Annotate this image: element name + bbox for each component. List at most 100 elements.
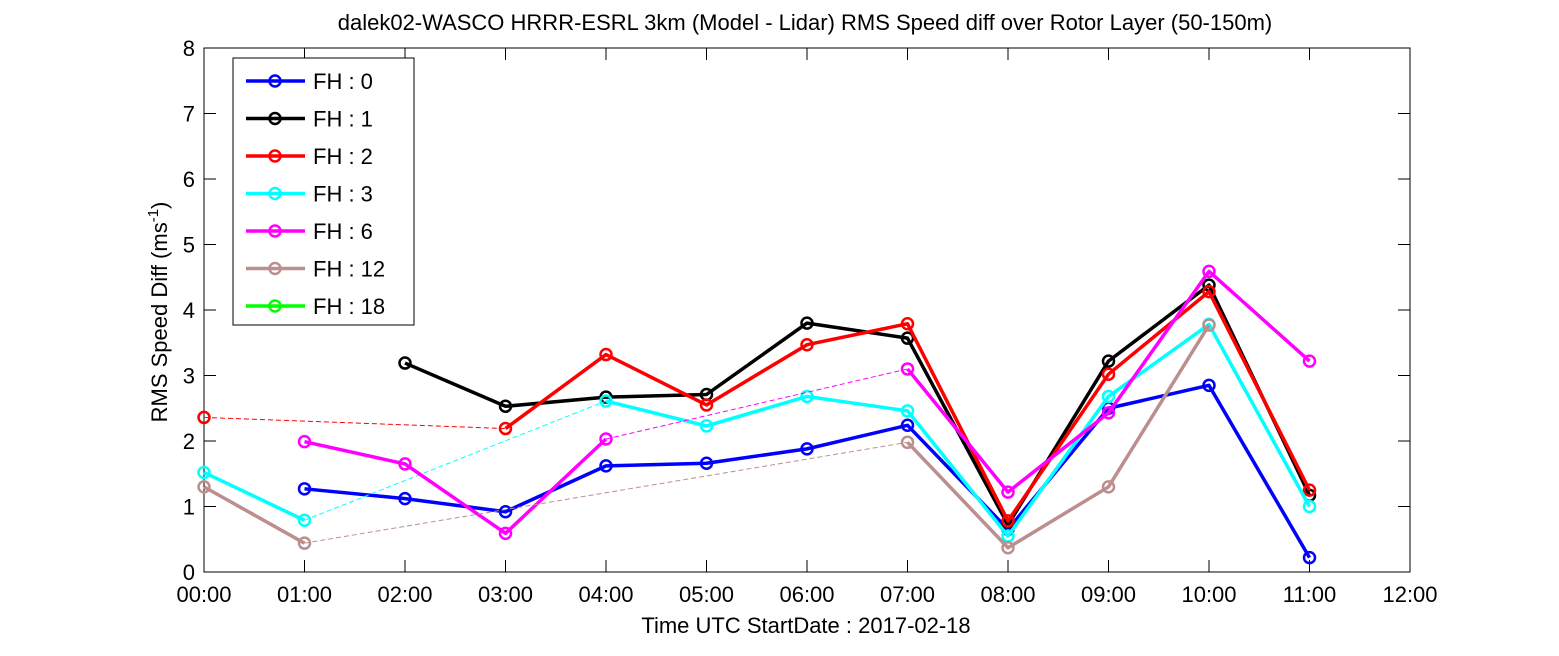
series-line <box>203 485 306 545</box>
legend-item: FH : 0 <box>246 69 373 94</box>
data-point <box>1101 389 1116 404</box>
legend-marker <box>268 299 282 313</box>
plot-series <box>197 264 1317 565</box>
legend-label: FH : 12 <box>313 257 385 282</box>
data-point <box>900 418 915 433</box>
legend-marker <box>268 74 282 88</box>
x-tick-label: 04:00 <box>578 582 633 607</box>
series-line <box>404 283 1312 527</box>
x-tick-label: 05:00 <box>679 582 734 607</box>
series-0 <box>297 378 1317 565</box>
data-point <box>599 432 613 446</box>
x-tick-label: 02:00 <box>377 582 432 607</box>
data-point <box>599 394 613 408</box>
x-tick-label: 08:00 <box>980 582 1035 607</box>
data-point <box>1202 284 1216 299</box>
data-point <box>1001 485 1015 499</box>
series-gap-line <box>605 368 908 440</box>
data-point <box>1302 550 1317 565</box>
x-tick-label: 12:00 <box>1382 582 1437 607</box>
legend-item: FH : 6 <box>246 219 373 244</box>
x-tick-label: 07:00 <box>880 582 935 607</box>
legend-label: FH : 3 <box>313 182 373 207</box>
series-line <box>203 470 306 522</box>
x-tick-label: 09:00 <box>1081 582 1136 607</box>
data-point <box>1202 318 1216 332</box>
y-tick-label: 7 <box>183 102 195 127</box>
series-3 <box>197 317 1317 543</box>
legend-item: FH : 1 <box>246 107 373 132</box>
legend-item: FH : 2 <box>246 144 373 169</box>
data-point <box>599 459 613 473</box>
data-point <box>1101 406 1116 420</box>
data-point <box>398 457 412 471</box>
x-tick-label: 11:00 <box>1283 582 1336 607</box>
data-point <box>1101 354 1116 368</box>
chart-title: dalek02-WASCO HRRR-ESRL 3km (Model - Lid… <box>338 10 1273 35</box>
data-point <box>498 504 513 519</box>
legend-marker <box>268 261 282 276</box>
legend-item: FH : 12 <box>246 257 385 282</box>
legend-item: FH : 3 <box>246 182 373 207</box>
legend-label: FH : 2 <box>313 144 373 169</box>
data-point <box>1001 514 1015 528</box>
plot-axes: 00:00 01:00 02:00 03:00 04:00 05:00 06:00 07:00… <box>176 36 1437 607</box>
x-tick-label: 03:00 <box>478 582 533 607</box>
data-point <box>297 434 312 449</box>
data-point <box>297 513 312 528</box>
legend-marker <box>268 186 282 201</box>
series-line <box>906 269 1311 494</box>
data-point <box>599 347 613 362</box>
data-point <box>498 526 513 541</box>
y-tick-label: 3 <box>183 364 195 389</box>
x-tick-label: 06:00 <box>779 582 834 607</box>
data-point <box>398 356 412 370</box>
legend-label: FH : 1 <box>313 107 373 132</box>
y-tick-label: 0 <box>183 560 195 585</box>
y-tick-label: 2 <box>183 429 195 454</box>
y-tick-label: 6 <box>183 167 195 192</box>
data-point <box>699 419 714 433</box>
data-point <box>197 480 211 494</box>
data-point <box>1101 367 1116 381</box>
legend-label: FH : 18 <box>313 294 385 319</box>
data-point <box>900 317 915 331</box>
legend-marker <box>268 224 282 238</box>
y-tick-label: 1 <box>183 495 195 520</box>
data-point <box>800 316 814 330</box>
legend-marker <box>268 149 282 163</box>
series-line <box>605 322 1312 538</box>
x-tick-label: 00:00 <box>176 582 231 607</box>
data-point <box>699 398 714 412</box>
series-5 <box>197 318 1216 555</box>
data-point <box>800 389 814 404</box>
y-tick-label: 5 <box>183 233 195 258</box>
series-line <box>906 324 1211 550</box>
x-tick-label: 01:00 <box>277 582 332 607</box>
data-point <box>1302 483 1317 497</box>
legend-label: FH : 6 <box>313 219 373 244</box>
data-point <box>297 536 312 550</box>
data-point <box>498 421 513 436</box>
data-point <box>1302 354 1317 368</box>
series-gap-line <box>304 441 908 544</box>
data-point <box>800 442 814 456</box>
data-point <box>699 456 714 471</box>
y-axis-label: RMS Speed Diff (ms-1) <box>145 202 172 423</box>
legend-marker <box>268 111 282 126</box>
legend-item: FH : 18 <box>246 294 385 319</box>
data-point <box>1302 499 1317 514</box>
data-point <box>900 404 915 418</box>
data-point <box>1202 264 1216 279</box>
data-point <box>1001 541 1015 555</box>
legend: FH : 0 FH : 1 FH : 2 FH : 3 FH : 6 FH : 12 FH … <box>232 57 415 326</box>
series-gap-line <box>304 400 607 521</box>
y-tick-label: 8 <box>183 36 195 61</box>
legend-label: FH : 0 <box>313 69 373 94</box>
data-point <box>900 435 915 450</box>
data-point <box>398 491 412 506</box>
data-point <box>1101 480 1116 494</box>
data-point <box>800 337 814 352</box>
data-point <box>297 482 312 496</box>
